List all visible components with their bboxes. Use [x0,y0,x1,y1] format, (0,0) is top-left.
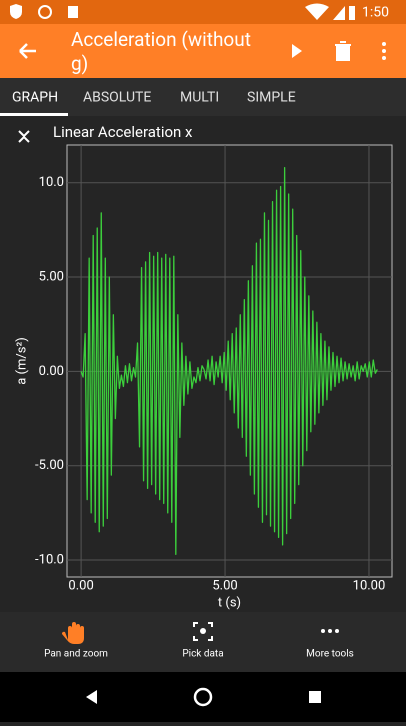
app-title: g) [71,52,88,75]
pan-icon[interactable] [61,622,84,644]
menu-button[interactable] [382,42,386,60]
battery-icon [349,6,355,20]
signal-icon [333,6,345,20]
y-tick-label: 5.00 [39,269,64,284]
status-icon [10,4,22,19]
play-button[interactable] [292,44,302,58]
y-tick-label: 0.00 [39,364,64,379]
more-icon[interactable] [321,629,339,633]
pick-icon [200,628,206,634]
status-bar [0,0,406,24]
delete-button[interactable] [335,41,351,61]
tab[interactable]: MULTI [180,90,219,106]
bottom-toolbar [0,612,406,672]
tool-label[interactable]: Pan and zoom [44,649,108,660]
pick-icon[interactable] [193,622,213,641]
tab[interactable]: GRAPH [12,90,58,106]
x-tick-label: 5.00 [212,578,237,593]
y-tick-label: -5.00 [35,458,64,473]
data-line [80,166,378,556]
status-icon [68,6,78,18]
x-tick-label: 0.00 [68,578,93,593]
x-axis-label: t (s) [218,595,241,610]
app-title: Acceleration (without [71,28,251,51]
nav-back[interactable] [86,690,97,704]
status-time: 1:50 [362,5,389,21]
tab[interactable]: SIMPLE [247,90,296,106]
collapse-button[interactable] [18,130,30,143]
y-axis-label: a (m/s²) [14,337,29,385]
nav-bar [0,672,406,722]
tab[interactable]: ABSOLUTE [83,90,151,106]
wifi-icon [305,3,329,20]
nav-recents[interactable] [309,691,321,703]
plot-area [66,144,393,578]
x-tick-label: 10.00 [353,578,386,593]
back-button[interactable] [19,43,36,59]
chart-title: Linear Acceleration x [53,123,193,141]
tool-label[interactable]: More tools [306,649,354,660]
tool-label[interactable]: Pick data [182,649,223,660]
tab-indicator [0,113,68,116]
y-tick-label: 10.0 [39,175,64,190]
tab-bar [0,78,406,116]
nav-home[interactable] [193,687,213,707]
y-tick-label: -10.0 [35,552,64,567]
status-icon [38,5,52,19]
